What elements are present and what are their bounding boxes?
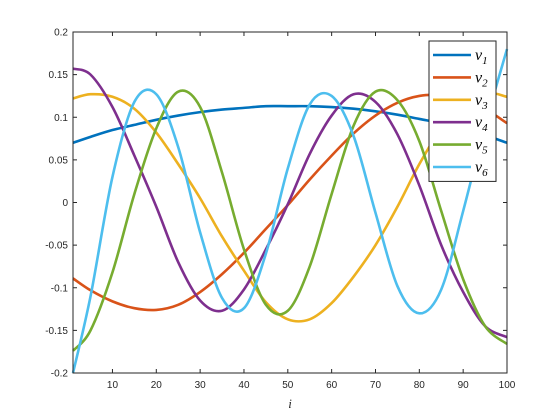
x-tick-label: 50 <box>282 380 294 391</box>
x-tick-label: 40 <box>238 380 250 391</box>
x-axis-label: i <box>288 396 292 411</box>
legend-label-v5: v5 <box>475 137 488 157</box>
y-tick-label: -0.05 <box>45 241 68 252</box>
y-tick-label: 0.2 <box>54 28 68 39</box>
x-tick-label: 10 <box>107 380 119 391</box>
legend-label-v4: v4 <box>475 114 488 134</box>
y-tick-label: 0.05 <box>49 155 69 166</box>
y-tick-label: -0.1 <box>51 283 69 294</box>
x-tick-label: 30 <box>195 380 207 391</box>
y-tick-label: -0.2 <box>51 369 69 380</box>
y-tick-label: -0.15 <box>45 326 68 337</box>
x-tick-label: 20 <box>151 380 163 391</box>
legend-label-v2: v2 <box>475 69 488 89</box>
series-layer <box>71 48 509 374</box>
x-tick-label: 90 <box>458 380 470 391</box>
legend-label-v3: v3 <box>475 92 488 112</box>
y-tick-label: 0.15 <box>49 70 69 81</box>
series-line-v6 <box>71 48 509 374</box>
y-tick-label: 0.1 <box>54 113 68 124</box>
x-tick-label: 100 <box>499 380 516 391</box>
axes-layer: 10 20 30 40 50 60 70 80 90 100 -0.2 -0.15 -0.1 -0.05 0… <box>45 28 516 392</box>
x-tick-label: 60 <box>326 380 338 391</box>
series-line-v5 <box>72 88 508 352</box>
y-tick-label: 0 <box>62 198 68 209</box>
legend-label-v1: v1 <box>475 47 488 67</box>
legend-label-v6: v6 <box>475 159 488 179</box>
x-tick-label: 70 <box>370 380 382 391</box>
x-tick-label: 80 <box>414 380 426 391</box>
legend-box <box>428 40 497 182</box>
